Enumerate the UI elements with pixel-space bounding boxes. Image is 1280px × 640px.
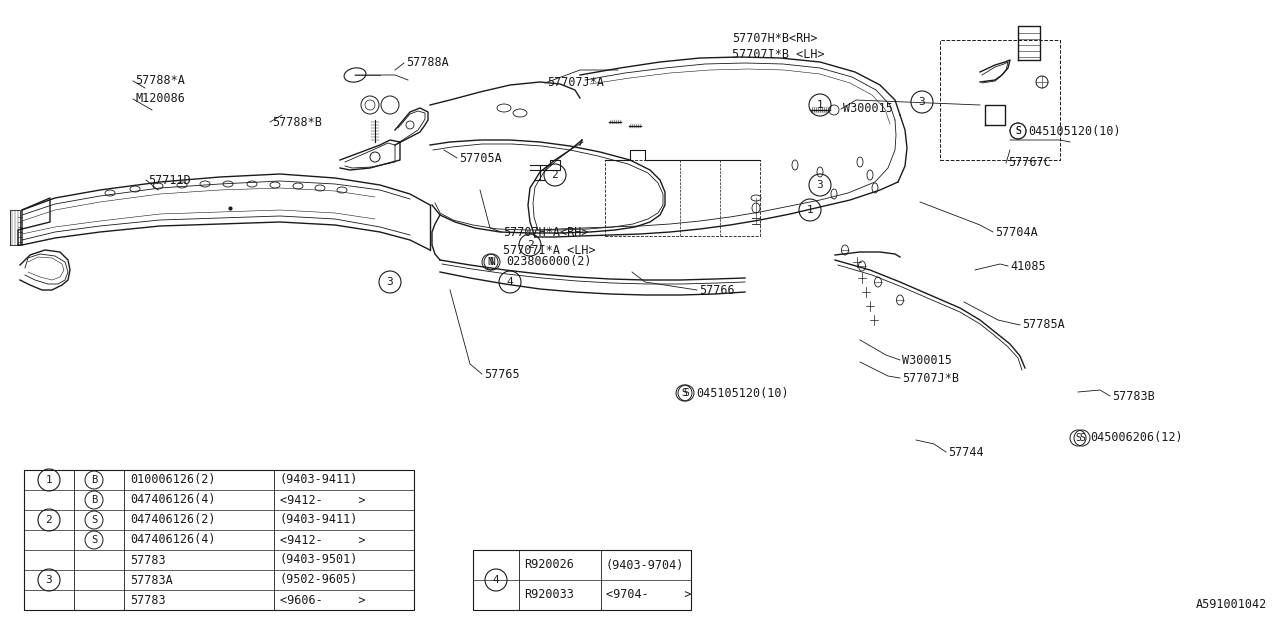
Text: <9412-     >: <9412- >: [280, 493, 366, 506]
Text: <9412-     >: <9412- >: [280, 534, 366, 547]
Text: (9403-9704): (9403-9704): [605, 559, 685, 572]
Text: 3: 3: [919, 97, 925, 107]
Text: S: S: [1015, 126, 1021, 136]
Text: 57744: 57744: [948, 445, 983, 458]
Text: 010006126(2): 010006126(2): [131, 474, 215, 486]
Text: 57765: 57765: [484, 367, 520, 381]
Text: <9704-     >: <9704- >: [605, 589, 691, 602]
Text: 57711D: 57711D: [148, 173, 191, 186]
Text: 57707H*B<RH>: 57707H*B<RH>: [732, 31, 818, 45]
Text: 3: 3: [46, 575, 52, 585]
Text: 045105120(10): 045105120(10): [696, 387, 788, 399]
Text: 4: 4: [493, 575, 499, 585]
Bar: [24, 470, 413, 610]
Text: 57705A: 57705A: [460, 152, 502, 164]
Text: 045105120(10): 045105120(10): [1028, 125, 1120, 138]
Text: 4: 4: [507, 277, 513, 287]
Text: S: S: [1075, 433, 1080, 443]
Text: 1: 1: [46, 475, 52, 485]
Text: M120086: M120086: [134, 93, 184, 106]
Text: 57707J*B: 57707J*B: [902, 371, 959, 385]
Text: A591001042: A591001042: [1196, 598, 1267, 611]
Text: S: S: [1015, 126, 1021, 136]
Text: B: B: [91, 495, 97, 505]
Text: S: S: [684, 388, 689, 398]
Text: <9606-     >: <9606- >: [280, 593, 366, 607]
Text: 3: 3: [817, 180, 823, 190]
Text: N: N: [489, 257, 495, 267]
Text: W300015: W300015: [844, 102, 893, 115]
Text: 57766: 57766: [699, 284, 735, 296]
Text: 1: 1: [817, 100, 823, 110]
Text: 57767C: 57767C: [1009, 157, 1051, 170]
Text: 41085: 41085: [1010, 259, 1046, 273]
Text: B: B: [91, 475, 97, 485]
Text: 57783: 57783: [131, 593, 165, 607]
Text: W300015: W300015: [902, 353, 952, 367]
Text: 1: 1: [806, 205, 813, 215]
Text: (9403-9501): (9403-9501): [280, 554, 358, 566]
Text: S: S: [91, 535, 97, 545]
Text: 045006206(12): 045006206(12): [1091, 431, 1183, 445]
Text: 57788*A: 57788*A: [134, 74, 184, 88]
Text: 3: 3: [387, 277, 393, 287]
Text: 57788*B: 57788*B: [273, 115, 321, 129]
Text: S: S: [681, 388, 687, 398]
Text: 57707I*A <LH>: 57707I*A <LH>: [503, 243, 595, 257]
Bar: [474, 550, 691, 610]
Text: 57707J*A: 57707J*A: [547, 77, 604, 90]
Text: 57785A: 57785A: [1021, 319, 1065, 332]
Text: (9403-9411): (9403-9411): [280, 513, 358, 527]
Text: (9502-9605): (9502-9605): [280, 573, 358, 586]
Text: (9403-9411): (9403-9411): [280, 474, 358, 486]
Text: 2: 2: [552, 170, 558, 180]
Text: 57707H*A<RH>: 57707H*A<RH>: [503, 225, 589, 239]
Text: S: S: [91, 515, 97, 525]
Text: R920033: R920033: [524, 589, 573, 602]
Text: 57788A: 57788A: [406, 56, 449, 70]
Text: 57783A: 57783A: [131, 573, 173, 586]
Text: 047406126(4): 047406126(4): [131, 493, 215, 506]
Text: 2: 2: [46, 515, 52, 525]
Text: 57704A: 57704A: [995, 225, 1038, 239]
Text: S: S: [1079, 433, 1085, 443]
Text: 2: 2: [526, 240, 534, 250]
Text: 57707I*B <LH>: 57707I*B <LH>: [732, 47, 824, 61]
Text: 57783: 57783: [131, 554, 165, 566]
Text: 047406126(2): 047406126(2): [131, 513, 215, 527]
Text: N: N: [488, 257, 493, 267]
Text: R920026: R920026: [524, 559, 573, 572]
Text: 023806000(2): 023806000(2): [506, 255, 591, 269]
Text: 57783B: 57783B: [1112, 390, 1155, 403]
Text: 047406126(4): 047406126(4): [131, 534, 215, 547]
